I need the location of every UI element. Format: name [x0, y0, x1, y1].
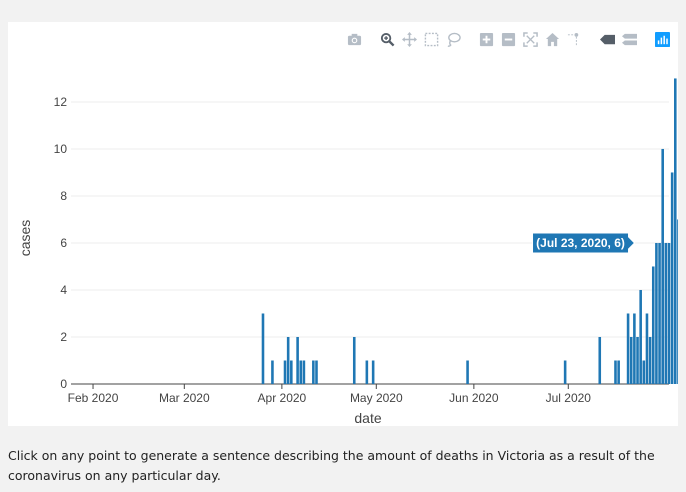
bar[interactable] [617, 360, 620, 385]
bar[interactable] [674, 78, 677, 384]
bar[interactable] [286, 336, 290, 384]
bar[interactable] [315, 360, 318, 385]
bar[interactable] [271, 360, 274, 385]
bar[interactable] [563, 360, 567, 385]
autoscale-icon [523, 31, 538, 47]
bar[interactable] [629, 336, 633, 384]
x-tick-label: Apr 2020 [258, 391, 307, 405]
x-axis-title: date [354, 410, 381, 426]
bar[interactable] [633, 313, 636, 384]
box-select-icon [424, 32, 439, 46]
bar[interactable] [299, 360, 303, 385]
zoom-out-button[interactable] [499, 30, 518, 49]
x-tick-label: May 2020 [350, 391, 403, 405]
bar[interactable] [598, 336, 602, 384]
bar[interactable] [664, 242, 668, 384]
bar[interactable] [626, 313, 630, 384]
y-tick-label: 6 [60, 236, 67, 250]
pan-icon [402, 31, 417, 47]
hover-text: (Jul 23, 2020, 6) [536, 236, 625, 250]
plotly-logo-button[interactable] [653, 30, 672, 49]
instruction-caption: Click on any point to generate a sentenc… [8, 448, 655, 483]
bar[interactable] [661, 148, 664, 384]
grid-lines [71, 101, 669, 385]
pan-button[interactable] [400, 30, 419, 49]
autoscale-button[interactable] [521, 30, 540, 49]
y-tick-label: 10 [54, 142, 68, 156]
hover-closest-icon [600, 34, 615, 44]
bar[interactable] [371, 360, 375, 385]
x-tick-label: Feb 2020 [68, 391, 119, 405]
zoom-icon [380, 32, 395, 46]
hover-compare-button[interactable] [620, 30, 639, 49]
bar[interactable] [655, 242, 658, 384]
bar[interactable] [651, 266, 655, 384]
bar[interactable] [614, 360, 617, 385]
x-tick-label: Mar 2020 [159, 391, 210, 405]
hover-compare-icon [622, 33, 637, 45]
spike-lines-icon [567, 32, 579, 46]
x-tick-label: Jul 2020 [546, 391, 592, 405]
y-tick-label: 8 [60, 189, 67, 203]
zoom-button[interactable] [378, 30, 397, 49]
bar[interactable] [290, 360, 293, 385]
modebar [345, 28, 672, 50]
zoom-in-button[interactable] [477, 30, 496, 49]
y-tick-label: 2 [60, 330, 67, 344]
plotly-logo-icon [655, 31, 670, 47]
bar[interactable] [312, 360, 315, 385]
bar[interactable] [648, 336, 652, 384]
lasso-select-icon [447, 32, 461, 47]
reset-axes-button[interactable] [543, 30, 562, 49]
zoom-out-icon [501, 32, 516, 46]
bar[interactable] [639, 289, 642, 384]
bars [261, 78, 678, 385]
spike-lines-button[interactable] [565, 30, 584, 49]
camera-icon [347, 33, 362, 45]
y-tick-label: 12 [54, 95, 68, 109]
zoom-in-icon [479, 32, 494, 46]
reset-axes-icon [545, 32, 560, 46]
bar[interactable] [645, 313, 649, 384]
bar[interactable] [636, 336, 639, 384]
bar[interactable] [302, 360, 306, 385]
bar[interactable] [466, 360, 469, 385]
bar[interactable] [642, 360, 646, 385]
bar[interactable] [261, 313, 265, 384]
hover-tooltip: (Jul 23, 2020, 6) [532, 232, 636, 254]
bar[interactable] [352, 336, 356, 384]
y-axis-title: cases [17, 220, 33, 257]
bar[interactable] [658, 242, 661, 384]
bar[interactable] [677, 219, 678, 384]
bar[interactable] [283, 360, 287, 385]
plot-panel[interactable]: 0 2 4 6 8 10 12 Feb 2020 Mar 2020 Apr 2020 May 202… [8, 22, 678, 426]
bar[interactable] [296, 336, 299, 384]
hover-closest-button[interactable] [598, 30, 617, 49]
bar-chart[interactable]: 0 2 4 6 8 10 12 Feb 2020 Mar 2020 Apr 2020 May 202… [8, 22, 678, 426]
y-tick-label: 0 [60, 377, 67, 391]
camera-button[interactable] [345, 30, 364, 49]
x-tick-label: Jun 2020 [449, 391, 499, 405]
axes: 0 2 4 6 8 10 12 Feb 2020 Mar 2020 Apr 2020 May 202… [54, 95, 592, 405]
hover-box [532, 232, 636, 254]
bar[interactable] [670, 172, 674, 384]
lasso-select-button[interactable] [444, 30, 463, 49]
bar[interactable] [365, 360, 369, 385]
bar[interactable] [667, 242, 671, 384]
box-select-button[interactable] [422, 30, 441, 49]
y-tick-label: 4 [60, 283, 67, 297]
hover-label: (Jul 23, 2020, 6) [532, 232, 636, 254]
